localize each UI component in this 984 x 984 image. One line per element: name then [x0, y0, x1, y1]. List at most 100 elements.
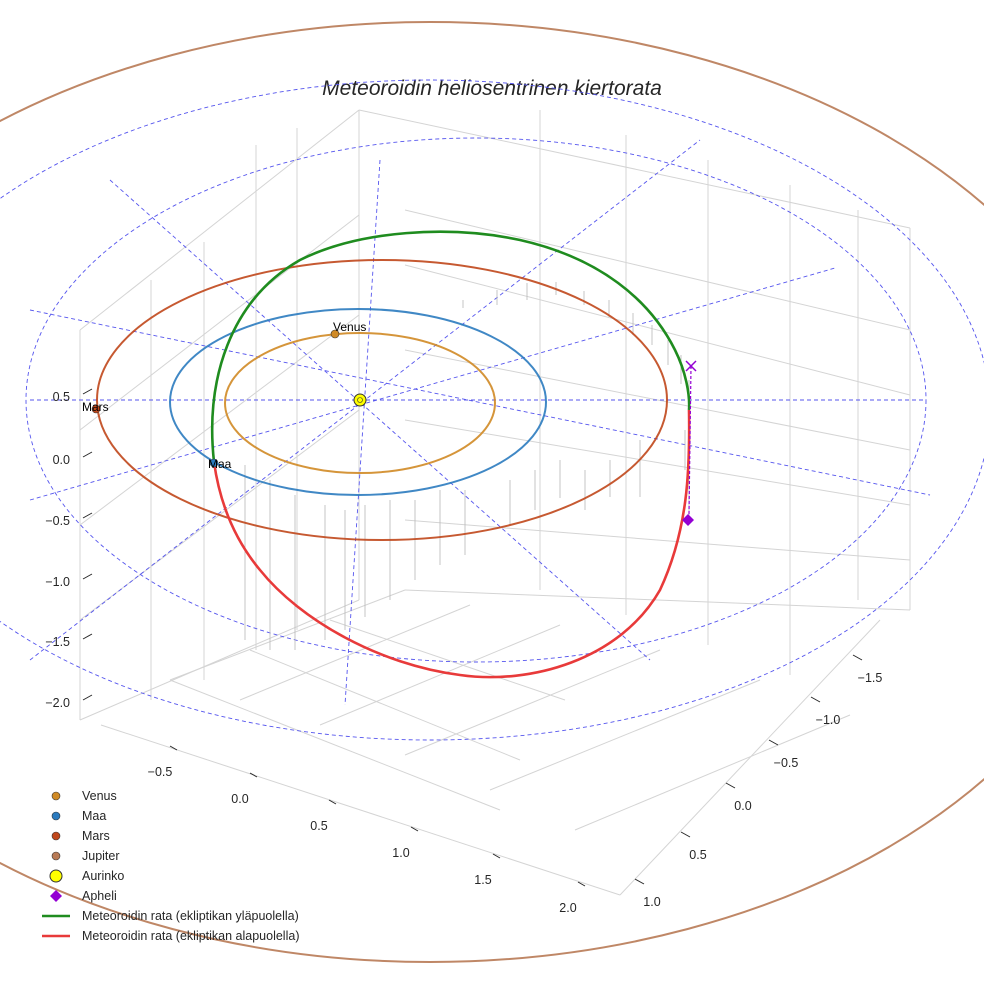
z-tick — [82, 573, 93, 580]
planet-marker-maa — [209, 458, 219, 468]
grid-line — [574, 714, 851, 831]
x-tick-label: −0.5 — [148, 765, 173, 779]
y-tick-label: 1.0 — [643, 895, 660, 909]
pane-grid — [79, 109, 911, 896]
legend-item: Jupiter — [51, 849, 120, 863]
legend-marker — [50, 890, 62, 902]
grid-line — [100, 724, 621, 896]
grid-line — [79, 214, 360, 431]
planet-label-venus: Venus — [333, 320, 366, 334]
ecliptic-line — [109, 179, 651, 661]
legend-marker — [51, 811, 61, 821]
orbit-maa — [169, 308, 547, 496]
legend: Venus Maa Mars Jupiter Aurinko Apheli Meteoroi… — [42, 789, 299, 943]
legend-label: Meteoroidin rata (ekliptikan yläpuolella… — [82, 909, 299, 923]
legend-label: Apheli — [82, 889, 117, 903]
z-tick — [82, 694, 93, 701]
grid-line — [404, 589, 911, 611]
grid-line — [404, 349, 911, 451]
ecliptic-ring — [25, 137, 927, 663]
z-axis: 0.5 0.0 −0.5 −1.0 −1.5 −2.0 — [45, 388, 93, 710]
legend-label: Mars — [82, 829, 110, 843]
legend-label: Maa — [82, 809, 106, 823]
x-tick — [249, 772, 258, 778]
legend-marker — [51, 791, 61, 801]
grid-line — [358, 109, 911, 229]
y-tick-label: 0.5 — [689, 848, 706, 862]
chart-title: Meteoroidin heliosentrinen kiertorata — [322, 77, 662, 100]
grid-line — [249, 649, 521, 761]
grid-line — [404, 419, 911, 506]
legend-item: Meteoroidin rata (ekliptikan yläpuolella… — [42, 909, 299, 923]
x-axis: −0.5 0.0 0.5 1.0 1.5 2.0 — [148, 745, 586, 915]
y-tick — [768, 739, 779, 746]
planet-marker-venus — [330, 329, 340, 339]
legend-item: Maa — [51, 809, 106, 823]
planet-label-maa: Maa — [208, 457, 232, 471]
y-tick — [680, 831, 691, 838]
orbit-jupiter — [0, 21, 984, 963]
ecliptic-reference — [0, 79, 984, 741]
y-axis: −1.5 −1.0 −0.5 0.0 0.5 1.0 — [634, 654, 883, 909]
z-tick-label: −2.0 — [45, 696, 70, 710]
ecliptic-line — [29, 309, 931, 496]
legend-label: Aurinko — [82, 869, 124, 883]
y-tick-label: −0.5 — [774, 756, 799, 770]
legend-label: Meteoroidin rata (ekliptikan alapuolella… — [82, 929, 299, 943]
grid-line — [619, 619, 881, 896]
planet-marker-mars — [91, 404, 101, 414]
x-tick — [169, 745, 178, 751]
planet-orbits — [0, 21, 984, 963]
z-tick-label: −1.0 — [45, 575, 70, 589]
z-tick — [82, 388, 93, 395]
legend-marker — [49, 869, 63, 883]
sun-marker — [353, 393, 367, 407]
x-tick-label: 1.0 — [392, 846, 409, 860]
x-tick-label: 1.5 — [474, 873, 491, 887]
z-tick-label: −1.5 — [45, 635, 70, 649]
orbit-venus — [224, 332, 496, 474]
ecliptic-line — [344, 159, 381, 706]
grid-line — [404, 264, 911, 396]
z-tick-label: −0.5 — [45, 514, 70, 528]
y-tick-label: −1.5 — [858, 671, 883, 685]
sun-core — [357, 397, 363, 403]
drop-lines — [244, 282, 690, 650]
x-tick — [410, 826, 419, 832]
grid-line — [404, 519, 911, 561]
z-tick-label: 0.0 — [53, 453, 70, 467]
orbit-mars — [96, 259, 668, 541]
y-tick-label: −1.0 — [816, 713, 841, 727]
planet-label-mars: Mars — [82, 400, 109, 414]
legend-item: Mars — [51, 829, 110, 843]
legend-marker — [51, 831, 61, 841]
grid-line — [404, 209, 911, 331]
x-tick — [492, 853, 501, 859]
meteoroid-orbit-above — [210, 230, 691, 463]
legend-item: Aurinko — [49, 869, 124, 883]
grid-line — [169, 679, 501, 811]
y-tick-label: 0.0 — [734, 799, 751, 813]
y-tick — [725, 782, 736, 789]
grid-line — [319, 624, 561, 726]
grid-line — [169, 589, 406, 681]
grid-line — [329, 619, 566, 701]
y-tick — [852, 654, 863, 661]
y-tick — [810, 696, 821, 703]
ecliptic-ring — [0, 79, 984, 741]
grid-line — [489, 679, 761, 791]
meteoroid-orbit — [210, 230, 691, 679]
x-tick-label: 0.5 — [310, 819, 327, 833]
aphelion-marker — [682, 514, 694, 526]
legend-label: Jupiter — [82, 849, 120, 863]
z-tick — [82, 633, 93, 640]
legend-label: Venus — [82, 789, 117, 803]
legend-item: Venus — [51, 789, 117, 803]
x-tick-label: 0.0 — [231, 792, 248, 806]
legend-item: Meteoroidin rata (ekliptikan alapuolella… — [42, 929, 299, 943]
meteoroid-orbit-below — [212, 409, 691, 679]
x-tick — [577, 881, 586, 887]
grid-line — [239, 604, 471, 701]
